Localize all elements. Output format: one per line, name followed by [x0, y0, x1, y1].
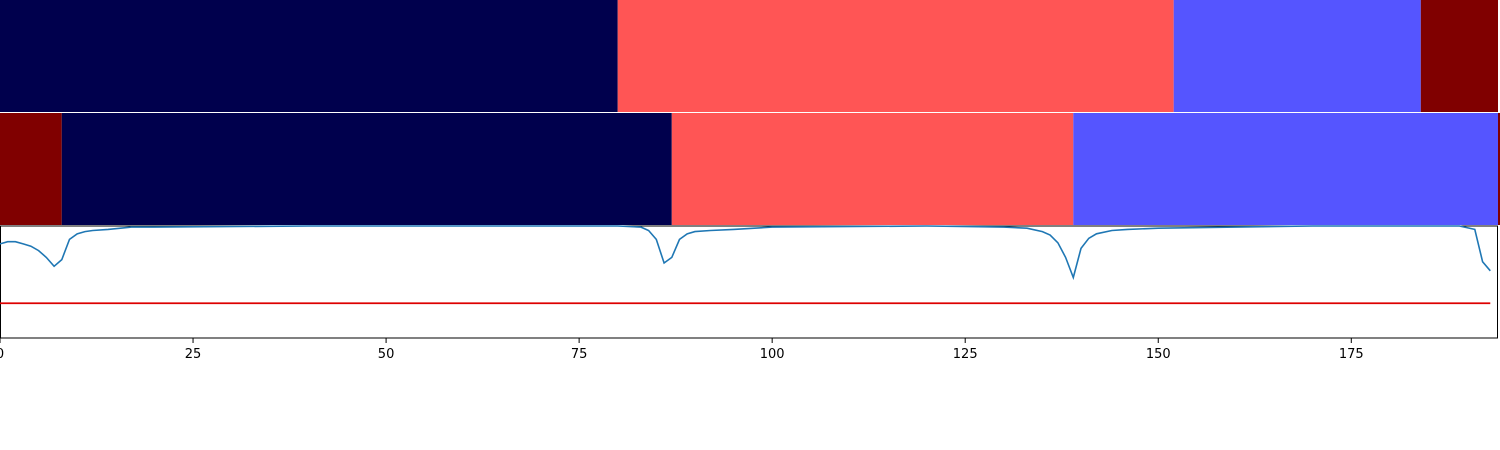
segment-bar — [1173, 0, 1421, 112]
segment-row-bottom — [0, 113, 1500, 225]
x-tick-label: 125 — [953, 347, 978, 362]
segment-bar — [1420, 0, 1498, 112]
segment-bar — [617, 0, 1174, 112]
segment-bar — [0, 113, 62, 225]
panel-separator — [0, 112, 1500, 113]
segment-bar — [1498, 113, 1500, 225]
x-tick-label: 25 — [185, 347, 202, 362]
x-tick-label: 75 — [571, 347, 588, 362]
segment-bar — [671, 113, 1074, 225]
segment-bar — [0, 0, 618, 112]
series-line — [0, 225, 1491, 281]
segment-bar — [61, 113, 672, 225]
x-tick-label: 0 — [0, 347, 4, 362]
x-tick-label: 175 — [1339, 347, 1364, 362]
line-plot-panel — [0, 225, 1498, 339]
x-axis: 0 25 50 75 100 125 150 175 — [0, 338, 1364, 362]
segment-row-top — [0, 0, 1498, 112]
x-tick-label: 100 — [760, 347, 785, 362]
x-tick-label: 50 — [378, 347, 395, 362]
line-plot-frame — [0, 225, 1498, 339]
x-tick-label: 150 — [1146, 347, 1171, 362]
segment-bar — [1073, 113, 1498, 225]
